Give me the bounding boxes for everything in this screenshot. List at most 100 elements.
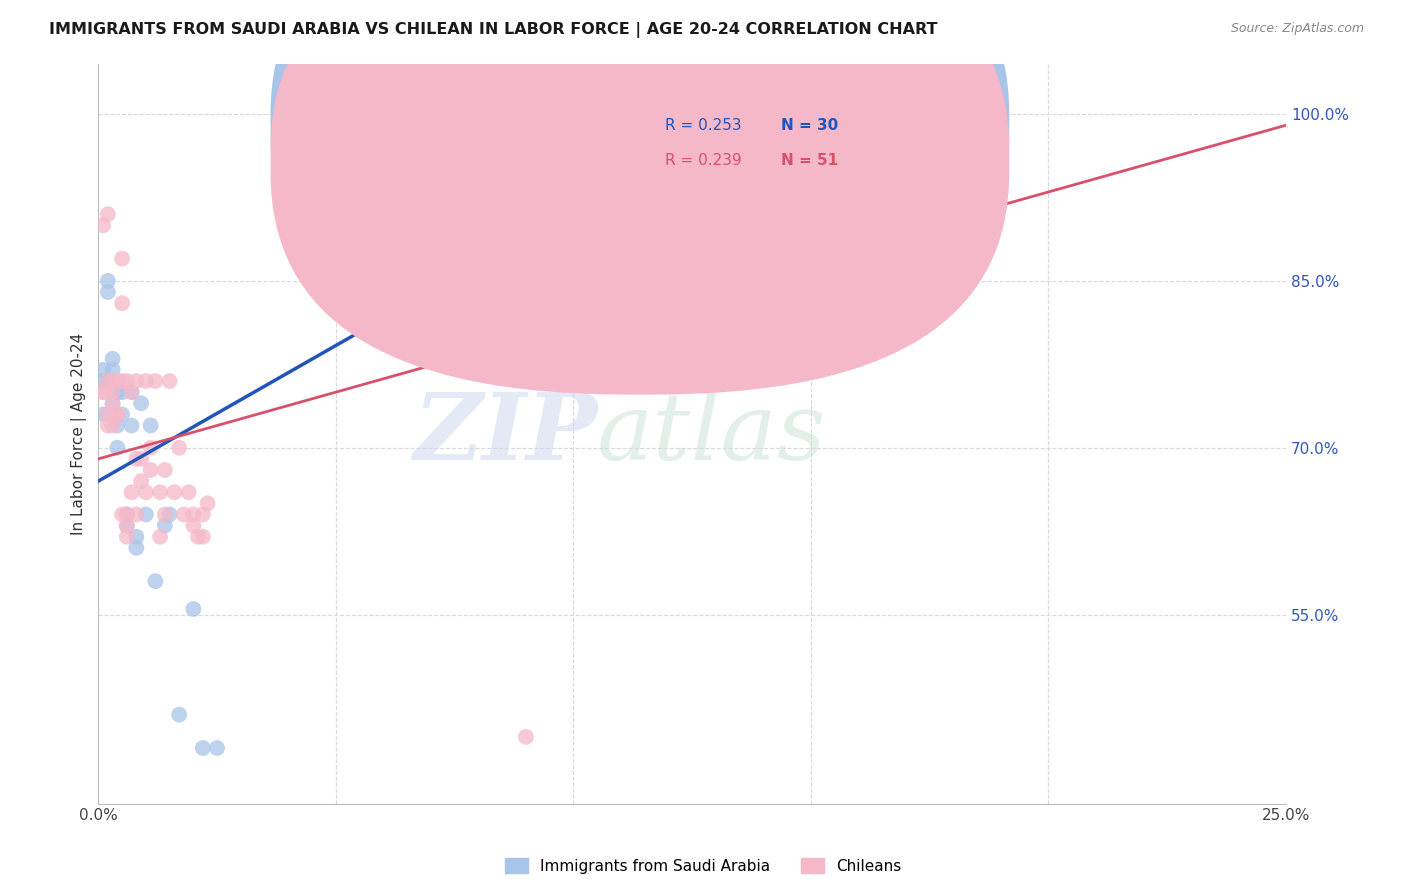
Point — [125, 374, 148, 388]
Point — [91, 408, 114, 422]
Point — [91, 363, 114, 377]
Text: R = 0.253: R = 0.253 — [665, 118, 741, 133]
FancyBboxPatch shape — [270, 0, 1010, 359]
Point — [121, 485, 143, 500]
Point — [183, 518, 205, 533]
Point — [115, 508, 138, 522]
Point — [105, 418, 128, 433]
Point — [139, 441, 162, 455]
Point — [143, 574, 166, 589]
Point — [101, 396, 124, 410]
Point — [139, 463, 162, 477]
Text: Source: ZipAtlas.com: Source: ZipAtlas.com — [1230, 22, 1364, 36]
Point — [173, 508, 195, 522]
Point — [111, 385, 134, 400]
Point — [463, 107, 485, 121]
Point — [101, 396, 124, 410]
Point — [163, 485, 186, 500]
Point — [153, 518, 176, 533]
Y-axis label: In Labor Force | Age 20-24: In Labor Force | Age 20-24 — [72, 333, 87, 535]
Point — [443, 107, 465, 121]
Text: N = 51: N = 51 — [782, 153, 838, 169]
Point — [443, 107, 465, 121]
Point — [191, 741, 214, 756]
Point — [467, 107, 489, 121]
Point — [121, 385, 143, 400]
Point — [97, 207, 120, 221]
Point — [177, 485, 200, 500]
Point — [429, 107, 451, 121]
Point — [457, 107, 479, 121]
Point — [191, 508, 214, 522]
Point — [139, 418, 162, 433]
Point — [638, 107, 661, 121]
Point — [105, 408, 128, 422]
Point — [125, 530, 148, 544]
Point — [121, 385, 143, 400]
Point — [515, 730, 537, 744]
Point — [135, 485, 157, 500]
Text: N = 30: N = 30 — [782, 118, 838, 133]
Point — [97, 374, 120, 388]
Point — [183, 602, 205, 616]
Point — [387, 107, 409, 121]
Point — [101, 374, 124, 388]
Point — [97, 408, 120, 422]
Point — [101, 418, 124, 433]
Text: atlas: atlas — [598, 389, 827, 479]
Point — [143, 374, 166, 388]
Point — [101, 363, 124, 377]
Point — [115, 518, 138, 533]
Point — [135, 374, 157, 388]
Point — [91, 374, 114, 388]
Point — [125, 508, 148, 522]
Text: R = 0.239: R = 0.239 — [665, 153, 741, 169]
Point — [115, 518, 138, 533]
Point — [111, 252, 134, 266]
Point — [101, 351, 124, 366]
Point — [187, 530, 209, 544]
Point — [97, 374, 120, 388]
Point — [91, 219, 114, 233]
Point — [411, 107, 433, 121]
Point — [129, 474, 152, 488]
Text: IMMIGRANTS FROM SAUDI ARABIA VS CHILEAN IN LABOR FORCE | AGE 20-24 CORRELATION C: IMMIGRANTS FROM SAUDI ARABIA VS CHILEAN … — [49, 22, 938, 38]
FancyBboxPatch shape — [609, 97, 889, 190]
Point — [135, 508, 157, 522]
Point — [183, 508, 205, 522]
Point — [153, 463, 176, 477]
Point — [105, 441, 128, 455]
Point — [153, 508, 176, 522]
Point — [610, 129, 633, 144]
Point — [129, 451, 152, 466]
Point — [115, 508, 138, 522]
Point — [149, 485, 172, 500]
Point — [101, 385, 124, 400]
Point — [115, 530, 138, 544]
Point — [167, 441, 190, 455]
Point — [191, 530, 214, 544]
Point — [411, 107, 433, 121]
Point — [111, 508, 134, 522]
Point — [405, 107, 427, 121]
Text: ZIP: ZIP — [413, 389, 598, 479]
Point — [125, 541, 148, 555]
Point — [105, 374, 128, 388]
Point — [159, 508, 181, 522]
Point — [111, 296, 134, 310]
Point — [111, 374, 134, 388]
Point — [129, 396, 152, 410]
Point — [381, 107, 404, 121]
Point — [205, 741, 228, 756]
Point — [97, 418, 120, 433]
FancyBboxPatch shape — [270, 0, 1010, 394]
Point — [125, 451, 148, 466]
Point — [115, 374, 138, 388]
Point — [159, 374, 181, 388]
Point — [167, 707, 190, 722]
Point — [149, 530, 172, 544]
Point — [367, 107, 389, 121]
Point — [197, 496, 219, 510]
Point — [97, 285, 120, 299]
Point — [429, 107, 451, 121]
